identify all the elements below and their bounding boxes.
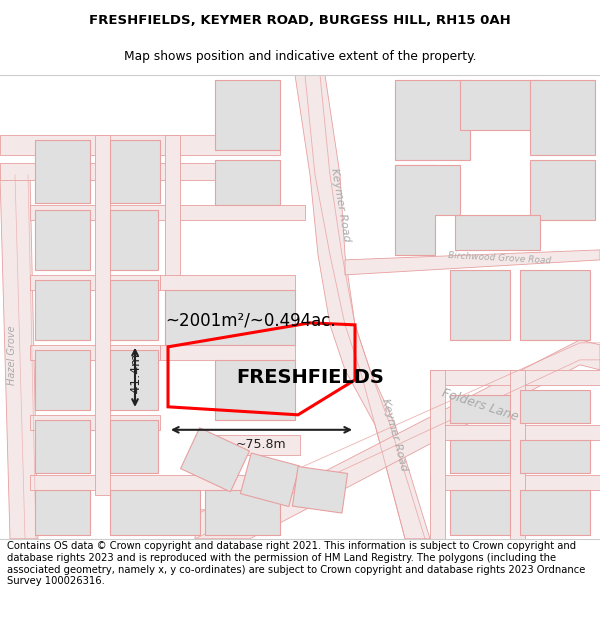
Polygon shape xyxy=(110,490,200,535)
Polygon shape xyxy=(35,490,90,535)
Polygon shape xyxy=(395,165,460,255)
Polygon shape xyxy=(430,425,600,440)
Polygon shape xyxy=(110,280,158,340)
Text: Birchwood Grove Road: Birchwood Grove Road xyxy=(448,251,552,265)
Polygon shape xyxy=(430,370,600,385)
Polygon shape xyxy=(520,490,590,535)
Polygon shape xyxy=(35,140,90,203)
Polygon shape xyxy=(110,420,158,472)
Polygon shape xyxy=(0,175,38,539)
Polygon shape xyxy=(0,135,280,155)
Polygon shape xyxy=(205,490,280,535)
Polygon shape xyxy=(195,340,600,539)
Polygon shape xyxy=(35,350,90,410)
Polygon shape xyxy=(530,160,595,220)
Text: Hazel Grove: Hazel Grove xyxy=(7,325,17,384)
Polygon shape xyxy=(450,490,510,535)
Text: Contains OS data © Crown copyright and database right 2021. This information is : Contains OS data © Crown copyright and d… xyxy=(7,541,586,586)
Polygon shape xyxy=(30,475,280,490)
Polygon shape xyxy=(215,160,280,205)
Polygon shape xyxy=(160,275,295,290)
Polygon shape xyxy=(30,205,305,220)
Polygon shape xyxy=(35,210,90,270)
Polygon shape xyxy=(165,135,180,345)
Text: Keymer Road: Keymer Road xyxy=(380,398,410,472)
Text: FRESHFIELDS: FRESHFIELDS xyxy=(236,368,384,388)
Polygon shape xyxy=(295,75,430,539)
Polygon shape xyxy=(455,215,540,250)
Polygon shape xyxy=(241,453,299,506)
Polygon shape xyxy=(30,275,160,290)
Polygon shape xyxy=(195,435,300,455)
Polygon shape xyxy=(110,210,158,270)
Polygon shape xyxy=(0,163,280,180)
Polygon shape xyxy=(215,80,280,150)
Polygon shape xyxy=(395,165,435,205)
Polygon shape xyxy=(35,420,90,472)
Polygon shape xyxy=(345,250,600,275)
Text: Keymer Road: Keymer Road xyxy=(329,168,352,242)
Polygon shape xyxy=(215,360,295,420)
Polygon shape xyxy=(520,390,590,422)
Polygon shape xyxy=(35,280,90,340)
Polygon shape xyxy=(165,290,295,345)
Polygon shape xyxy=(450,440,510,472)
Polygon shape xyxy=(430,475,600,490)
Polygon shape xyxy=(520,270,590,340)
Text: ~2001m²/~0.494ac.: ~2001m²/~0.494ac. xyxy=(165,312,335,330)
Polygon shape xyxy=(450,395,510,422)
Polygon shape xyxy=(292,466,347,513)
Text: Folders Lane: Folders Lane xyxy=(440,386,520,423)
Polygon shape xyxy=(95,135,110,495)
Polygon shape xyxy=(530,80,595,155)
Text: FRESHFIELDS, KEYMER ROAD, BURGESS HILL, RH15 0AH: FRESHFIELDS, KEYMER ROAD, BURGESS HILL, … xyxy=(89,14,511,28)
Polygon shape xyxy=(30,345,160,360)
Polygon shape xyxy=(110,140,160,203)
Polygon shape xyxy=(450,270,510,340)
Polygon shape xyxy=(395,80,470,160)
Polygon shape xyxy=(520,440,590,472)
Text: ~75.8m: ~75.8m xyxy=(236,438,286,451)
Polygon shape xyxy=(460,80,540,130)
Text: ~41.4m: ~41.4m xyxy=(128,352,142,402)
Polygon shape xyxy=(160,345,295,360)
Polygon shape xyxy=(430,370,445,539)
Text: Map shows position and indicative extent of the property.: Map shows position and indicative extent… xyxy=(124,50,476,62)
Polygon shape xyxy=(510,370,525,539)
Polygon shape xyxy=(181,428,250,492)
Polygon shape xyxy=(110,350,158,410)
Polygon shape xyxy=(30,415,160,430)
